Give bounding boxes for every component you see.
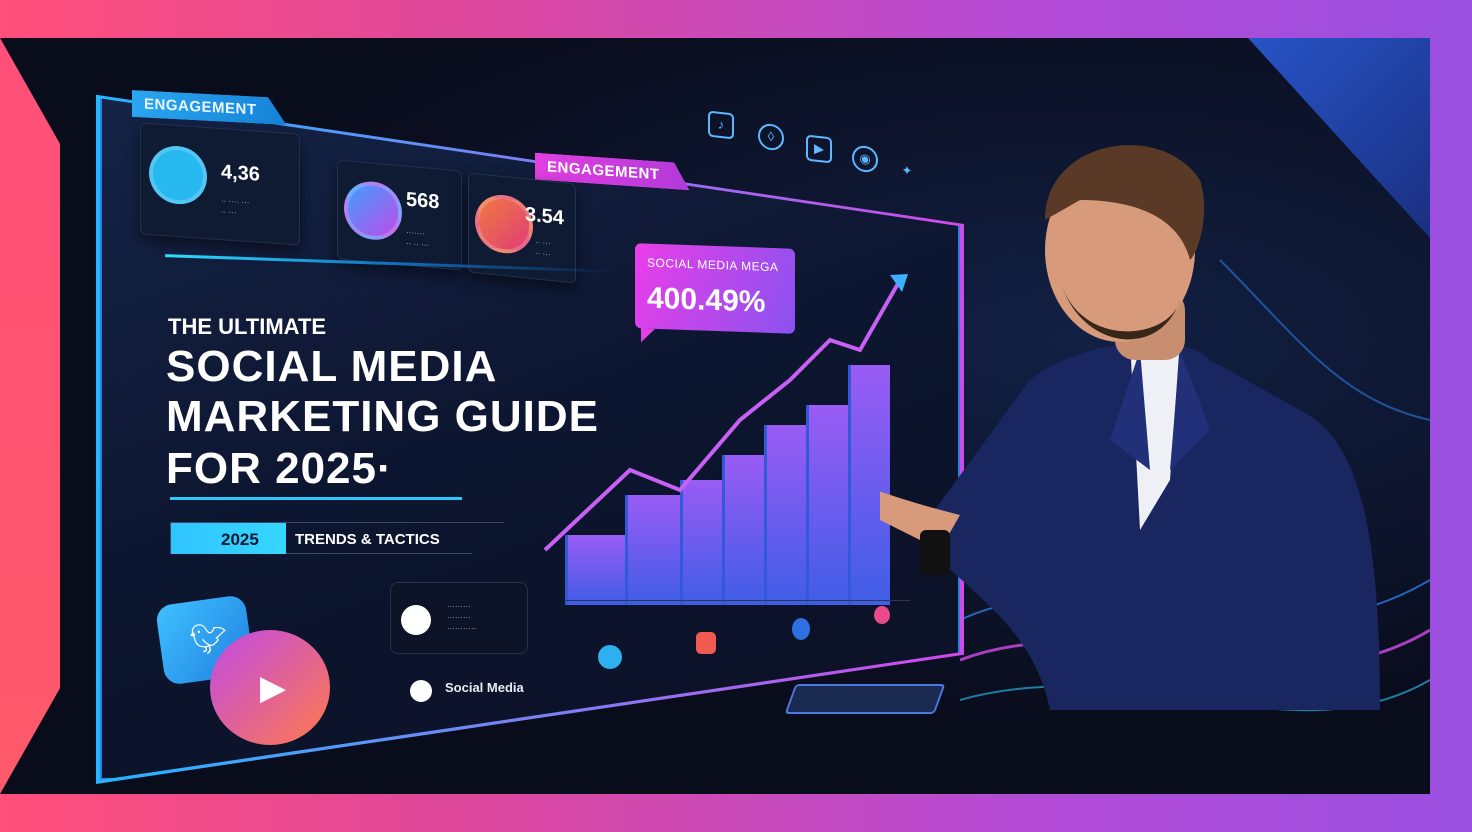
- badge-text: TRENDS & TACTICS: [295, 531, 440, 548]
- badge-year: 2025: [171, 523, 286, 554]
- businessman-figure: [880, 145, 1380, 710]
- link-icon: [401, 605, 431, 635]
- trends-badge: 2025 TRENDS & TACTICS: [170, 522, 505, 554]
- stat-value: 4,36: [221, 161, 260, 186]
- headline-line-3: FOR 2025·: [166, 444, 393, 493]
- tiktok-icon[interactable]: ♪: [708, 110, 734, 140]
- play-icon[interactable]: [792, 618, 810, 640]
- chat-bubble-icon: [149, 144, 207, 207]
- stat-card[interactable]: 568 ······· ·· ·· ···: [337, 159, 462, 271]
- instagram-icon[interactable]: [696, 632, 716, 654]
- bar: [625, 495, 680, 605]
- info-caption: ········· ········· ···········: [447, 602, 477, 633]
- check-icon[interactable]: [598, 645, 622, 669]
- info-card[interactable]: ········· ········· ···········: [390, 582, 528, 654]
- bar: [565, 535, 625, 605]
- headline-line-1: SOCIAL MEDIA: [166, 342, 498, 391]
- bar: [764, 425, 806, 605]
- social-media-label: Social Media: [445, 680, 524, 695]
- stat-caption: ·· ··· ·· ···: [535, 237, 551, 260]
- left-accent-slab: [0, 38, 60, 794]
- growth-bars-graphic: [565, 340, 915, 605]
- stat-card[interactable]: 4,36 ·· ···· ··· ·· ···: [140, 122, 300, 246]
- headline-underline: [170, 497, 462, 500]
- stat-caption: ·· ···· ··· ·· ···: [221, 196, 250, 218]
- stat-value: 3.54: [525, 203, 564, 230]
- headline-kicker: THE ULTIMATE: [168, 314, 327, 339]
- globe-icon: [410, 680, 432, 702]
- play-icon[interactable]: ▶: [806, 134, 832, 164]
- pin-icon[interactable]: [874, 606, 890, 624]
- chart-axis-row: [565, 600, 910, 625]
- message-icon: [344, 179, 402, 243]
- headline-line-2: MARKETING GUIDE: [166, 392, 599, 441]
- trend-arrow: [543, 274, 908, 552]
- bar: [722, 455, 764, 605]
- video-play-icon: ▶: [210, 630, 330, 745]
- bar: [848, 365, 890, 605]
- bar: [680, 480, 722, 605]
- stat-caption: ······· ·· ·· ···: [406, 227, 430, 250]
- bar: [806, 405, 848, 605]
- stat-value: 568: [406, 188, 440, 214]
